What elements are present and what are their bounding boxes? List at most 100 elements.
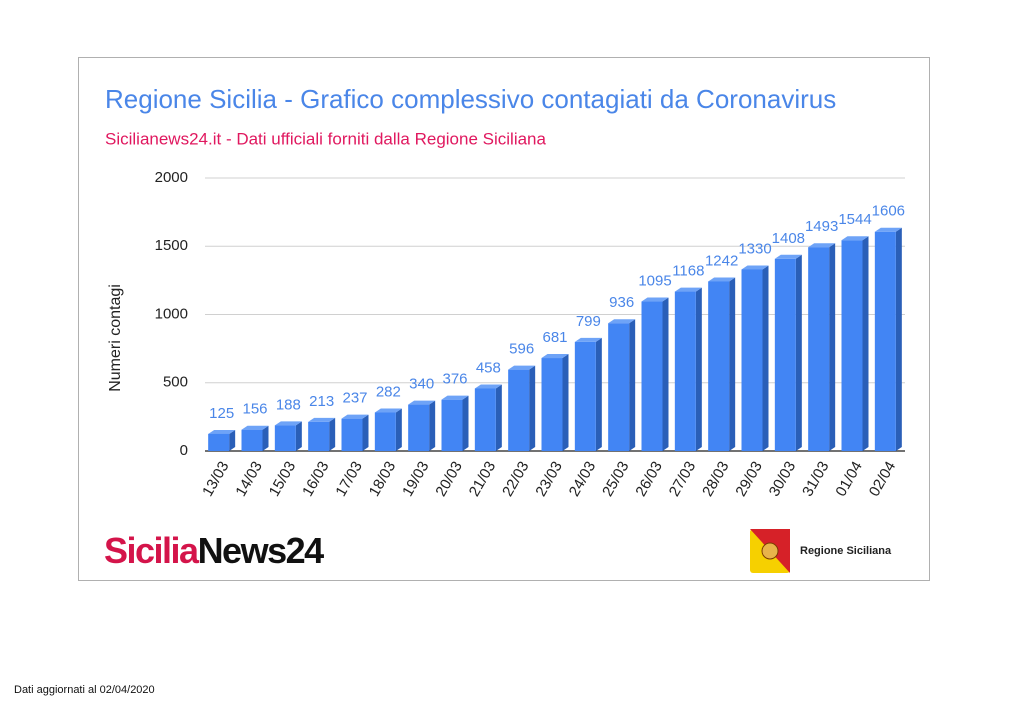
value-label: 596	[509, 341, 534, 358]
value-label: 125	[209, 405, 234, 422]
bar-top	[408, 400, 436, 405]
bar-depth	[595, 337, 602, 451]
value-label: 458	[476, 359, 501, 376]
chart-title: Regione Sicilia - Grafico complessivo co…	[105, 84, 836, 114]
value-label: 237	[342, 390, 367, 407]
bar-top	[308, 417, 336, 422]
value-label: 1544	[838, 211, 871, 228]
value-label: 340	[409, 376, 434, 393]
bar	[574, 341, 596, 451]
bar-depth	[529, 365, 536, 451]
y-axis-title: Numeri contagi	[107, 284, 124, 392]
bar-depth	[395, 408, 402, 451]
bar	[874, 231, 896, 451]
value-label: 1606	[872, 203, 905, 220]
bar-top	[341, 414, 369, 419]
bar-depth	[362, 414, 369, 451]
bar-depth	[329, 417, 336, 451]
bar	[274, 425, 296, 451]
emblem-head	[761, 542, 779, 560]
bar	[408, 404, 430, 451]
bar	[774, 258, 796, 451]
bar-depth	[662, 297, 669, 451]
bar	[208, 433, 230, 451]
chart-subtitle: Sicilianews24.it - Dati ufficiali fornit…	[105, 129, 546, 148]
bar-top	[374, 408, 402, 413]
bar-depth	[629, 319, 636, 451]
value-label: 681	[542, 329, 567, 346]
bar-top	[874, 227, 902, 232]
bar	[641, 301, 663, 451]
bar-top	[641, 297, 669, 302]
bar-top	[808, 243, 836, 248]
emblem	[750, 529, 790, 573]
emblem-label: Regione Siciliana	[800, 545, 892, 557]
bar	[341, 418, 363, 451]
bar-depth	[229, 429, 236, 451]
value-label: 1330	[738, 240, 771, 257]
bar-top	[208, 429, 236, 434]
bar-depth	[729, 277, 736, 451]
value-label: 156	[242, 401, 267, 418]
y-tick-label: 2000	[155, 169, 188, 186]
value-label: 1168	[672, 263, 704, 280]
value-label: 1095	[638, 273, 671, 290]
y-tick-label: 0	[180, 442, 188, 459]
bar-depth	[495, 384, 502, 451]
value-label: 188	[276, 396, 301, 413]
bar-depth	[262, 425, 269, 451]
bar-top	[441, 395, 469, 400]
value-label: 799	[576, 313, 601, 330]
bar	[474, 388, 496, 451]
bar-top	[508, 365, 536, 370]
bar	[841, 240, 863, 451]
bar	[808, 247, 830, 451]
logo: SiciliaNews24	[104, 530, 324, 571]
bar	[241, 429, 263, 451]
logo-second: News24	[198, 530, 325, 571]
bar-depth	[462, 395, 469, 451]
logo-first: Sicilia	[104, 530, 200, 571]
value-label: 376	[442, 371, 467, 388]
value-label: 1408	[772, 230, 805, 247]
bar-top	[574, 337, 602, 342]
y-tick-label: 500	[163, 374, 188, 391]
bar	[674, 291, 696, 451]
bar	[441, 399, 463, 451]
y-tick-label: 1500	[155, 237, 188, 254]
value-label: 1493	[805, 218, 838, 235]
bar-top	[674, 287, 702, 292]
y-tick-label: 1000	[155, 305, 188, 322]
bar	[308, 421, 330, 451]
footnote: Dati aggiornati al 02/04/2020	[14, 684, 155, 696]
value-label: 213	[309, 393, 334, 410]
value-label: 1242	[705, 252, 738, 269]
bar-top	[741, 265, 769, 270]
bar-depth	[829, 243, 836, 451]
bar-depth	[895, 227, 902, 451]
bar-top	[274, 421, 302, 426]
bar-top	[608, 319, 636, 324]
bar-depth	[562, 354, 569, 451]
bar-depth	[295, 421, 302, 451]
bar	[608, 323, 630, 451]
value-label: 282	[376, 383, 401, 400]
bar	[741, 269, 763, 451]
bar	[374, 412, 396, 451]
bar	[508, 369, 530, 451]
plot: 050010001500200013/0312514/0315615/03188…	[155, 169, 905, 500]
bar	[708, 281, 730, 451]
bar	[541, 358, 563, 451]
bar-top	[541, 354, 569, 359]
bar-depth	[695, 287, 702, 451]
value-label: 936	[609, 294, 634, 311]
bar-top	[774, 254, 802, 259]
bar-top	[474, 384, 502, 389]
bar-depth	[762, 265, 769, 451]
bar-top	[841, 236, 869, 241]
bar-top	[241, 425, 269, 430]
bar-depth	[795, 254, 802, 451]
bar-depth	[429, 400, 436, 451]
bar-depth	[862, 236, 869, 451]
